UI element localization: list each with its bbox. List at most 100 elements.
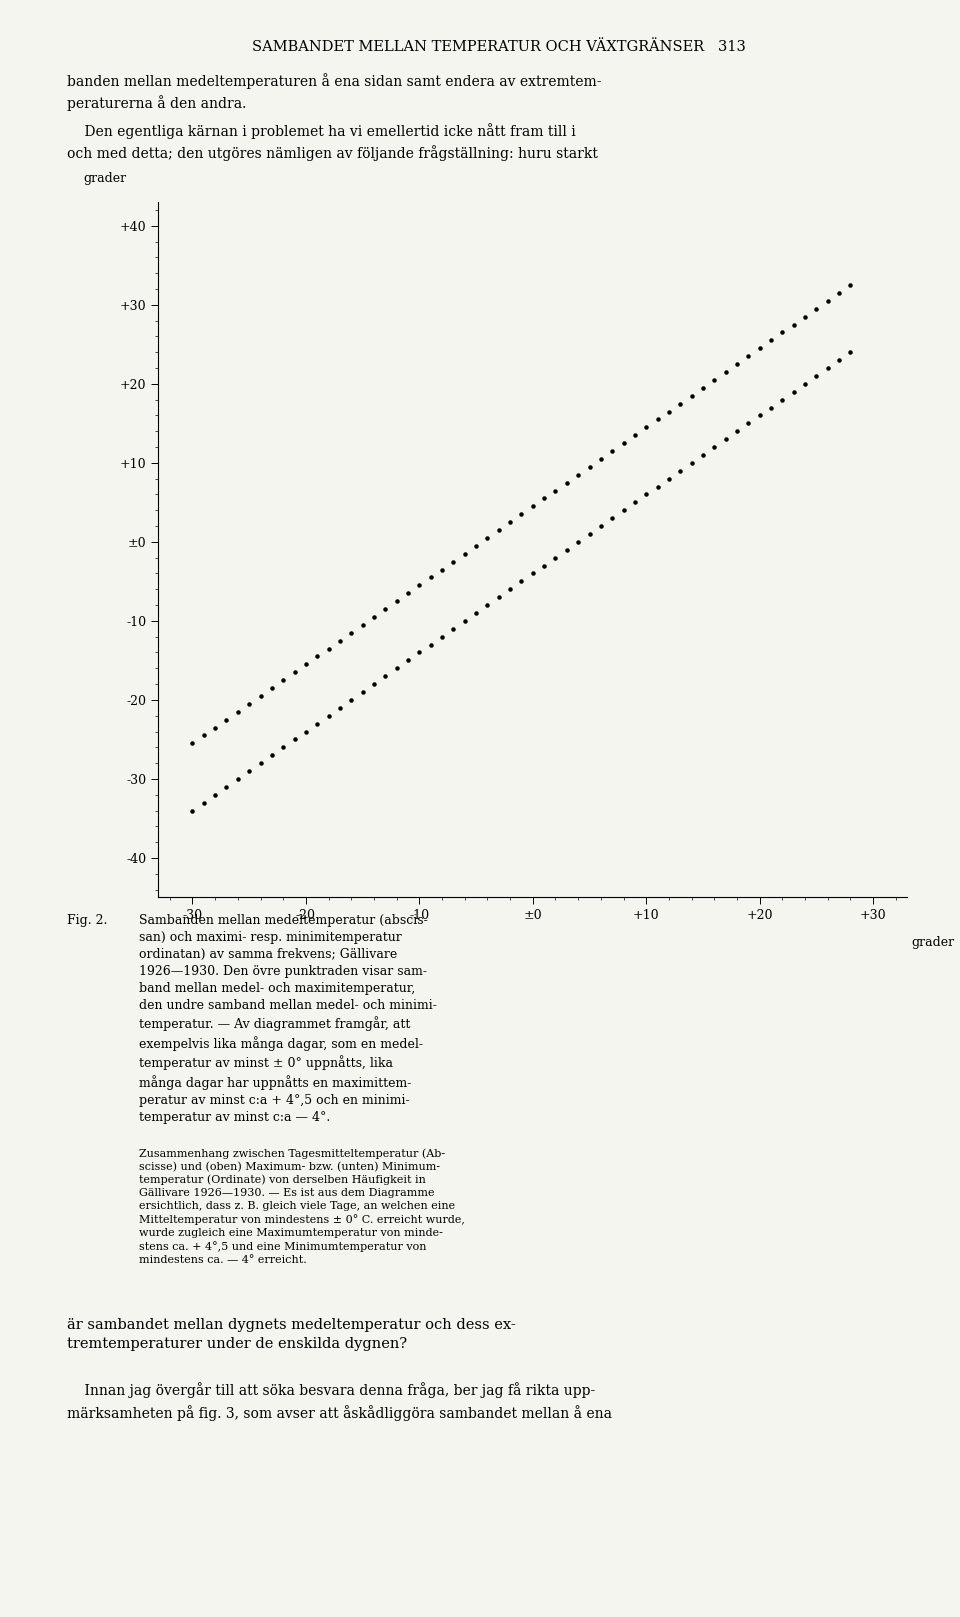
Point — [627, 490, 642, 516]
Point — [321, 635, 336, 661]
Point — [843, 340, 858, 365]
Point — [389, 589, 404, 614]
Point — [525, 493, 540, 519]
Point — [332, 627, 348, 653]
Point — [412, 640, 427, 666]
Point — [502, 576, 517, 602]
Point — [309, 711, 324, 737]
Point — [207, 715, 223, 741]
Point — [752, 335, 767, 361]
Text: Sambanden mellan medeltemperatur (abscis-
san) och maximi- resp. minimitemperatu: Sambanden mellan medeltemperatur (abscis… — [139, 914, 437, 1124]
Text: är sambandet mellan dygnets medeltemperatur och dess ex-
tremtemperaturer under : är sambandet mellan dygnets medeltempera… — [67, 1318, 516, 1352]
Point — [673, 458, 688, 483]
Text: banden mellan medeltemperaturen å ena sidan samt endera av extremtem-
peraturern: banden mellan medeltemperaturen å ena si… — [67, 73, 602, 112]
Point — [638, 482, 654, 508]
Point — [321, 703, 336, 729]
Point — [730, 351, 745, 377]
Point — [242, 690, 257, 716]
Point — [252, 682, 268, 708]
Point — [730, 419, 745, 445]
Text: grader: grader — [84, 171, 127, 184]
Point — [605, 505, 620, 530]
Point — [242, 758, 257, 784]
Point — [276, 734, 291, 760]
Point — [423, 632, 439, 658]
Point — [299, 718, 314, 744]
Point — [718, 359, 733, 385]
Point — [605, 438, 620, 464]
Point — [287, 726, 302, 752]
Point — [627, 422, 642, 448]
Point — [287, 660, 302, 686]
Point — [537, 485, 552, 511]
Point — [638, 414, 654, 440]
Point — [184, 731, 200, 757]
Point — [763, 328, 779, 354]
Point — [332, 695, 348, 721]
Point — [548, 477, 564, 503]
Point — [355, 611, 371, 637]
Point — [548, 545, 564, 571]
Point — [695, 441, 710, 467]
Point — [763, 395, 779, 420]
Point — [445, 616, 461, 642]
Point — [808, 296, 824, 322]
Point — [502, 509, 517, 535]
Point — [514, 501, 529, 527]
Point — [264, 742, 279, 768]
Point — [808, 364, 824, 390]
Point — [468, 534, 484, 559]
Text: Fig. 2.: Fig. 2. — [67, 914, 108, 927]
Text: grader: grader — [911, 936, 954, 949]
Point — [196, 723, 211, 749]
Point — [820, 288, 835, 314]
Point — [184, 797, 200, 823]
Point — [752, 403, 767, 429]
Point — [377, 663, 393, 689]
Point — [309, 644, 324, 669]
Point — [831, 348, 847, 374]
Point — [492, 584, 507, 610]
Point — [582, 521, 597, 547]
Point — [230, 699, 246, 724]
Point — [230, 766, 246, 792]
Point — [355, 679, 371, 705]
Point — [480, 526, 495, 551]
Point — [684, 450, 699, 475]
Point — [741, 411, 756, 437]
Point — [684, 383, 699, 409]
Point — [673, 391, 688, 417]
Point — [457, 540, 472, 566]
Point — [741, 343, 756, 369]
Point — [377, 597, 393, 623]
Point — [593, 446, 609, 472]
Point — [276, 668, 291, 694]
Point — [196, 789, 211, 815]
Point — [775, 320, 790, 346]
Point — [299, 652, 314, 678]
Point — [798, 370, 813, 396]
Text: SAMBANDET MELLAN TEMPERATUR OCH VÄXTGRÄNSER   313: SAMBANDET MELLAN TEMPERATUR OCH VÄXTGRÄN… — [252, 40, 746, 55]
Point — [445, 548, 461, 574]
Point — [400, 581, 416, 606]
Point — [252, 750, 268, 776]
Point — [786, 312, 802, 338]
Point — [207, 781, 223, 807]
Point — [264, 676, 279, 702]
Point — [367, 605, 382, 631]
Text: Innan jag övergår till att söka besvara denna fråga, ber jag få rikta upp-
märks: Innan jag övergår till att söka besvara … — [67, 1383, 612, 1421]
Point — [492, 517, 507, 543]
Point — [468, 600, 484, 626]
Point — [582, 454, 597, 480]
Point — [820, 356, 835, 382]
Point — [457, 608, 472, 634]
Point — [559, 469, 574, 495]
Point — [525, 561, 540, 587]
Point — [344, 619, 359, 645]
Point — [843, 272, 858, 298]
Point — [661, 398, 677, 424]
Point — [400, 647, 416, 673]
Point — [786, 378, 802, 404]
Point — [537, 553, 552, 579]
Point — [616, 430, 632, 456]
